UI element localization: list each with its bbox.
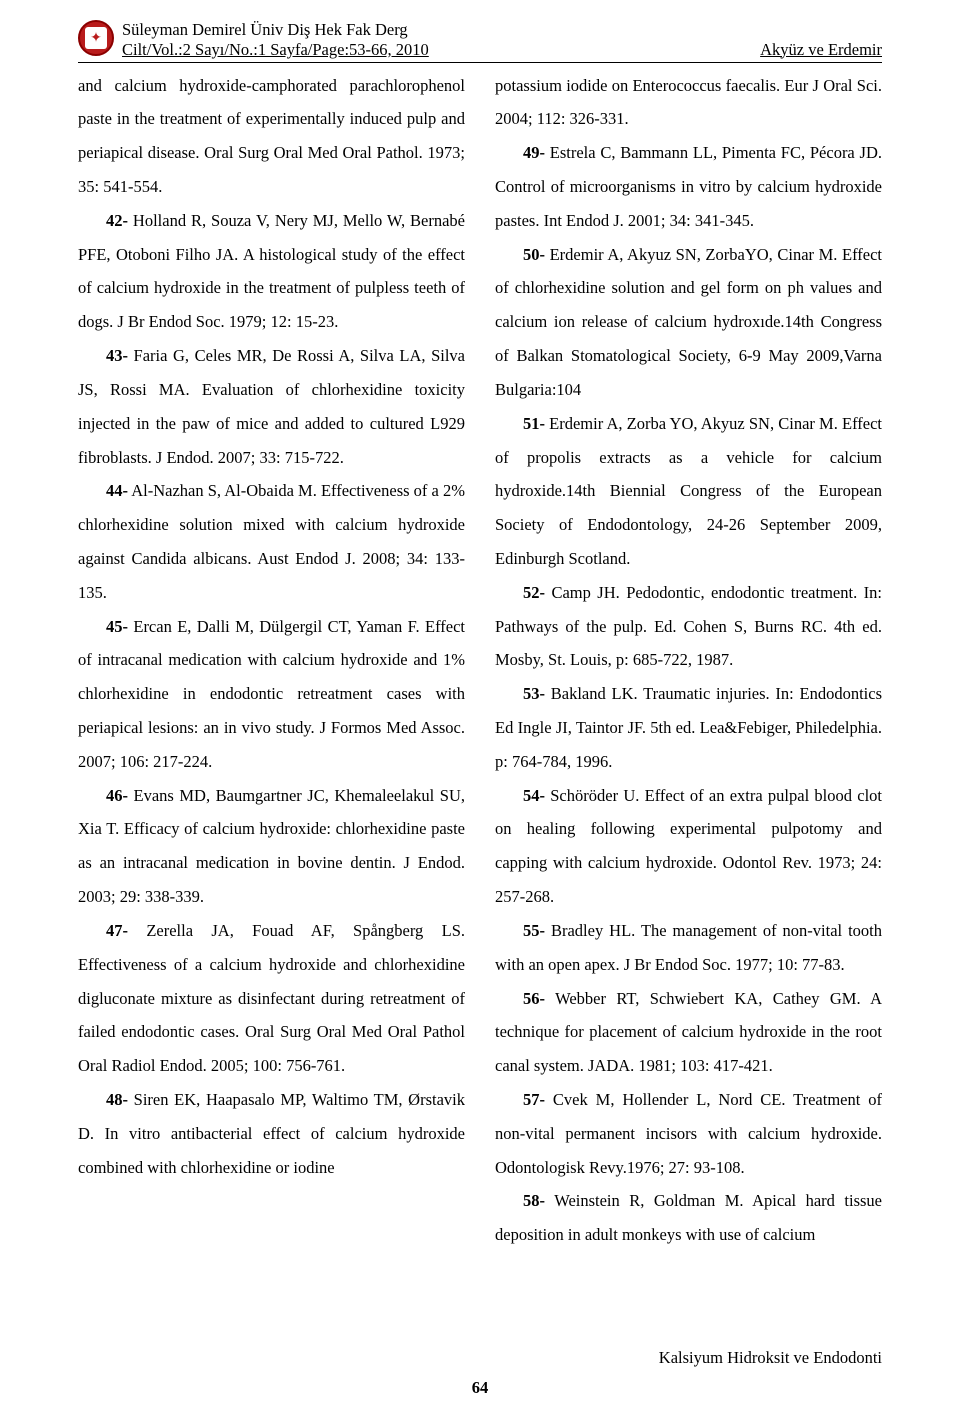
ref-text: Faria G, Celes MR, De Rossi A, Silva LA,…	[78, 346, 465, 466]
ref-55: 55- Bradley HL. The management of non-vi…	[495, 914, 882, 982]
ref-text: Ercan E, Dalli M, Dülgergil CT, Yaman F.…	[78, 617, 465, 771]
ref-num: 55-	[523, 921, 545, 940]
ref-num: 52-	[523, 583, 545, 602]
ref-num: 46-	[106, 786, 128, 805]
ref-52: 52- Camp JH. Pedodontic, endodontic trea…	[495, 576, 882, 677]
header-left: Süleyman Demirel Üniv Diş Hek Fak Derg C…	[122, 20, 429, 60]
ref-num: 51-	[523, 414, 545, 433]
logo-icon: ✦	[85, 27, 107, 49]
content-columns: and calcium hydroxide-camphorated parach…	[78, 69, 882, 1252]
ref-num: 50-	[523, 245, 545, 264]
ref-text: Cvek M, Hollender L, Nord CE. Treatment …	[495, 1090, 882, 1177]
ref-text: Camp JH. Pedodontic, endodontic treatmen…	[495, 583, 882, 670]
ref-text: Bakland LK. Traumatic injuries. In: Endo…	[495, 684, 882, 771]
header-text: Süleyman Demirel Üniv Diş Hek Fak Derg C…	[122, 20, 882, 60]
ref-text: Erdemir A, Akyuz SN, ZorbaYO, Cinar M. E…	[495, 245, 882, 399]
ref-58: 58- Weinstein R, Goldman M. Apical hard …	[495, 1184, 882, 1252]
ref-num: 53-	[523, 684, 545, 703]
ref-46: 46- Evans MD, Baumgartner JC, Khemaleela…	[78, 779, 465, 914]
page-number: 64	[472, 1378, 489, 1398]
ref-text: Al-Nazhan S, Al-Obaida M. Effectiveness …	[78, 481, 465, 601]
ref-num: 56-	[523, 989, 545, 1008]
ref-num: 47-	[106, 921, 128, 940]
ref-45: 45- Ercan E, Dalli M, Dülgergil CT, Yama…	[78, 610, 465, 779]
footer-title: Kalsiyum Hidroksit ve Endodonti	[659, 1348, 882, 1368]
ref-num: 43-	[106, 346, 128, 365]
ref-53: 53- Bakland LK. Traumatic injuries. In: …	[495, 677, 882, 778]
ref-num: 48-	[106, 1090, 128, 1109]
ref-50: 50- Erdemir A, Akyuz SN, ZorbaYO, Cinar …	[495, 238, 882, 407]
ref-43: 43- Faria G, Celes MR, De Rossi A, Silva…	[78, 339, 465, 474]
journal-citation: Cilt/Vol.:2 Sayı/No.:1 Sayfa/Page:53-66,…	[122, 40, 429, 60]
ref-text: Erdemir A, Zorba YO, Akyuz SN, Cinar M. …	[495, 414, 882, 568]
ref-42: 42- Holland R, Souza V, Nery MJ, Mello W…	[78, 204, 465, 339]
header-authors: Akyüz ve Erdemir	[760, 40, 882, 60]
ref-continuation: and calcium hydroxide-camphorated parach…	[78, 69, 465, 204]
ref-num: 44-	[106, 481, 128, 500]
right-column: potassium iodide on Enterococcus faecali…	[495, 69, 882, 1252]
ref-56: 56- Webber RT, Schwiebert KA, Cathey GM.…	[495, 982, 882, 1083]
ref-text: Holland R, Souza V, Nery MJ, Mello W, Be…	[78, 211, 465, 331]
ref-continuation: potassium iodide on Enterococcus faecali…	[495, 69, 882, 137]
ref-num: 54-	[523, 786, 545, 805]
ref-num: 45-	[106, 617, 128, 636]
ref-49: 49- Estrela C, Bammann LL, Pimenta FC, P…	[495, 136, 882, 237]
ref-text: Siren EK, Haapasalo MP, Waltimo TM, Ørst…	[78, 1090, 465, 1177]
ref-text: Schöröder U. Effect of an extra pulpal b…	[495, 786, 882, 906]
ref-text: Webber RT, Schwiebert KA, Cathey GM. A t…	[495, 989, 882, 1076]
left-column: and calcium hydroxide-camphorated parach…	[78, 69, 465, 1252]
ref-num: 58-	[523, 1191, 545, 1210]
ref-44: 44- Al-Nazhan S, Al-Obaida M. Effectiven…	[78, 474, 465, 609]
ref-text: Weinstein R, Goldman M. Apical hard tiss…	[495, 1191, 882, 1244]
journal-name: Süleyman Demirel Üniv Diş Hek Fak Derg	[122, 20, 429, 40]
page-header: ✦ Süleyman Demirel Üniv Diş Hek Fak Derg…	[78, 20, 882, 63]
ref-text: Estrela C, Bammann LL, Pimenta FC, Pécor…	[495, 143, 882, 230]
ref-text: Zerella JA, Fouad AF, Spångberg LS. Effe…	[78, 921, 465, 1075]
ref-num: 42-	[106, 211, 128, 230]
ref-text: Bradley HL. The management of non-vital …	[495, 921, 882, 974]
ref-54: 54- Schöröder U. Effect of an extra pulp…	[495, 779, 882, 914]
ref-57: 57- Cvek M, Hollender L, Nord CE. Treatm…	[495, 1083, 882, 1184]
ref-48: 48- Siren EK, Haapasalo MP, Waltimo TM, …	[78, 1083, 465, 1184]
ref-num: 57-	[523, 1090, 545, 1109]
ref-51: 51- Erdemir A, Zorba YO, Akyuz SN, Cinar…	[495, 407, 882, 576]
ref-text: Evans MD, Baumgartner JC, Khemaleelakul …	[78, 786, 465, 906]
ref-num: 49-	[523, 143, 545, 162]
ref-47: 47- Zerella JA, Fouad AF, Spångberg LS. …	[78, 914, 465, 1083]
journal-logo: ✦	[78, 20, 114, 56]
